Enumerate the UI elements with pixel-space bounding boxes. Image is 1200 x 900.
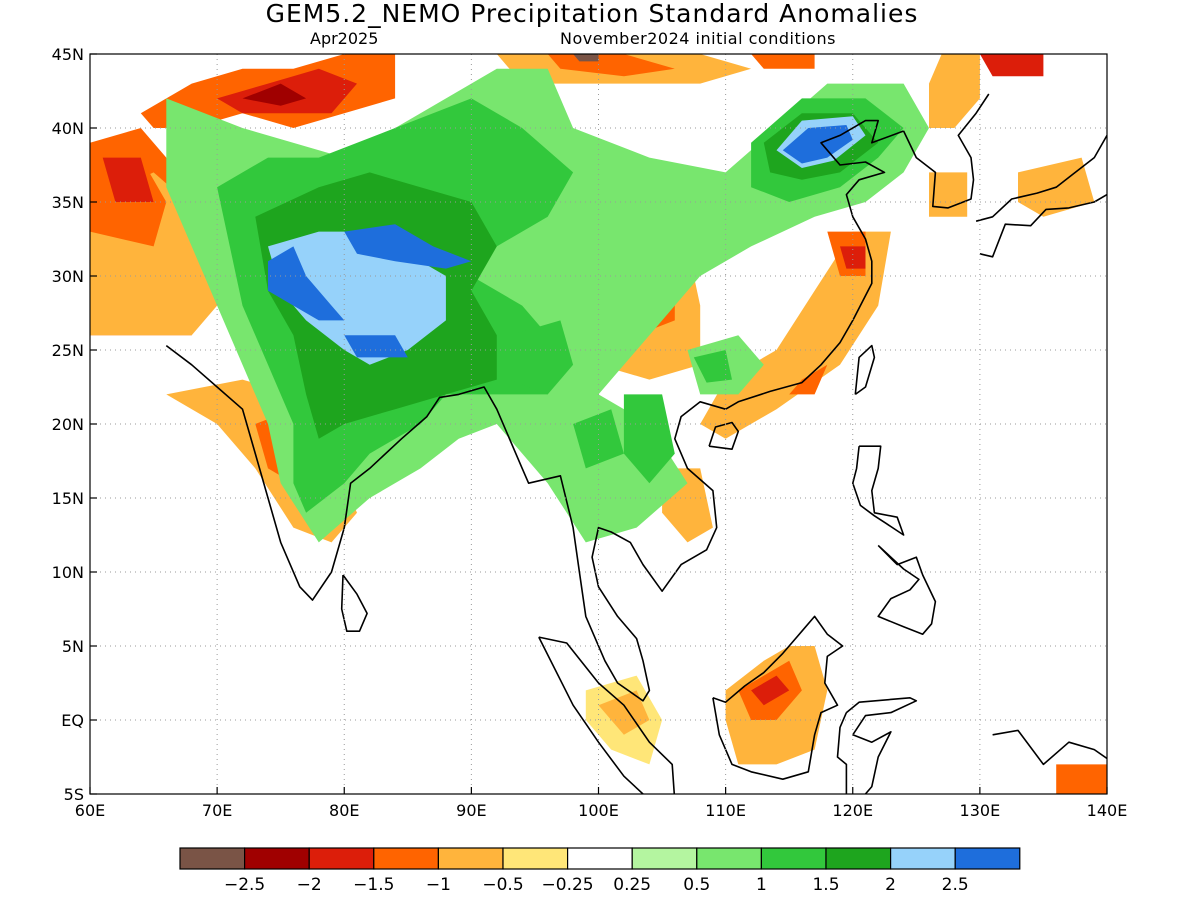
legend-box-4 (437, 847, 504, 870)
anomaly-region-10 (751, 54, 815, 69)
coastline-10 (877, 544, 937, 635)
coastline-1 (902, 93, 990, 209)
lon-tick-label-4: 100E (578, 801, 619, 820)
lat-tick-label-9: EQ (61, 711, 84, 730)
anomaly-region-12 (929, 54, 980, 128)
latitude-axis: 45N 40N 35N 30N 25N 20N 15N 10N 5N EQ 5S (52, 45, 97, 804)
anomaly-region-42 (344, 335, 408, 358)
legend-box-2 (308, 847, 375, 870)
anomaly-region-41 (344, 224, 472, 269)
legend-box-1 (244, 847, 310, 870)
lat-tick-label-1: 40N (52, 119, 84, 138)
lon-tick-label-0: 60E (75, 801, 105, 820)
anomaly-region-48 (623, 394, 675, 484)
anomaly-region-32 (751, 675, 790, 706)
figure-subtitle-month: Apr2025 (310, 29, 378, 48)
figure-subtitle-initial-conditions: November2024 initial conditions (560, 29, 836, 48)
lat-tick-label-0: 45N (52, 45, 84, 64)
anomaly-region-26 (840, 246, 866, 269)
legend-label-1: −2 (297, 875, 322, 895)
legend-label-9: 1.5 (812, 875, 839, 895)
legend-label-3: −1 (426, 875, 451, 895)
legend-box-6 (566, 847, 633, 870)
anomaly-region-9 (573, 54, 599, 62)
legend-labels: −2.5 −2 −1.5 −1 −0.5 −0.25 0.25 0.5 1 1.5 2 2.5 (224, 875, 969, 895)
lon-tick-label-3: 90E (456, 801, 486, 820)
legend-box-0 (179, 847, 246, 870)
legend-label-2: −1.5 (353, 875, 394, 895)
coastline-7 (836, 697, 918, 794)
coastline-3 (708, 421, 740, 450)
anomaly-region-47 (509, 320, 574, 395)
lon-tick-label-6: 120E (832, 801, 873, 820)
legend-box-3 (373, 847, 439, 870)
legend-label-4: −0.5 (482, 875, 523, 895)
lat-tick-label-10: 5S (64, 785, 84, 804)
legend-color-boxes (179, 847, 1021, 870)
legend-label-10: 2 (885, 875, 896, 895)
lat-tick-label-4: 25N (52, 341, 84, 360)
coastline-9 (852, 445, 905, 536)
coastline-0 (165, 119, 904, 702)
longitude-axis: 60E 70E 80E 90E 100E 110E 120E 130E 140E (75, 787, 1128, 820)
anomaly-region-24 (789, 364, 828, 395)
anomaly-region-39 (268, 231, 446, 365)
anomaly-region-51 (693, 350, 732, 383)
anomaly-region-6 (242, 83, 307, 106)
legend-label-0: −2.5 (224, 875, 265, 895)
legend-box-5 (502, 847, 569, 870)
legend-label-6: 0.25 (613, 875, 651, 895)
coastline-11 (979, 193, 1107, 258)
legend-box-8 (696, 847, 762, 870)
lat-tick-label-7: 10N (52, 563, 84, 582)
coastline-4 (854, 344, 876, 396)
lon-tick-label-2: 80E (329, 801, 359, 820)
anomaly-region-3 (102, 157, 154, 202)
color-legend: −2.5 −2 −1.5 −1 −0.5 −0.25 0.25 0.5 1 1.5 2 2.5 (179, 847, 1021, 895)
lon-tick-label-1: 70E (202, 801, 232, 820)
legend-box-9 (760, 847, 827, 870)
legend-box-7 (631, 847, 698, 870)
lat-tick-label-3: 30N (52, 267, 84, 286)
figure-title: GEM5.2_NEMO Precipitation Standard Anoma… (266, 0, 919, 28)
lat-tick-label-5: 20N (52, 415, 84, 434)
lat-tick-label-2: 35N (52, 193, 84, 212)
legend-label-7: 0.5 (683, 875, 710, 895)
anomaly-region-46 (782, 125, 853, 164)
coastline-2 (340, 574, 368, 632)
anomaly-region-40 (268, 246, 345, 321)
map-area: 60E 70E 80E 90E 100E 110E 120E 130E 140E 45N 40N 3… (52, 45, 1128, 820)
lon-tick-label-5: 110E (705, 801, 746, 820)
coastline-6 (712, 615, 844, 780)
lat-tick-label-6: 15N (52, 489, 84, 508)
lon-tick-label-8: 140E (1087, 801, 1128, 820)
legend-box-10 (825, 847, 892, 870)
lon-tick-label-7: 130E (960, 801, 1001, 820)
coastline-5 (538, 636, 676, 794)
legend-label-11: 2.5 (942, 875, 969, 895)
coastline-layer (165, 93, 1107, 794)
anomaly-region-23 (700, 231, 891, 439)
lat-tick-label-8: 5N (62, 637, 84, 656)
legend-box-11 (889, 847, 956, 870)
coastline-8 (992, 729, 1107, 766)
anomaly-layer (90, 54, 1107, 794)
legend-box-12 (954, 847, 1021, 870)
anomaly-region-11 (979, 54, 1044, 77)
legend-label-5: −0.25 (542, 875, 594, 895)
anomaly-region-13 (929, 172, 968, 217)
legend-label-8: 1 (756, 875, 767, 895)
anomaly-region-35 (1056, 764, 1107, 794)
coastline-12 (975, 135, 1107, 222)
